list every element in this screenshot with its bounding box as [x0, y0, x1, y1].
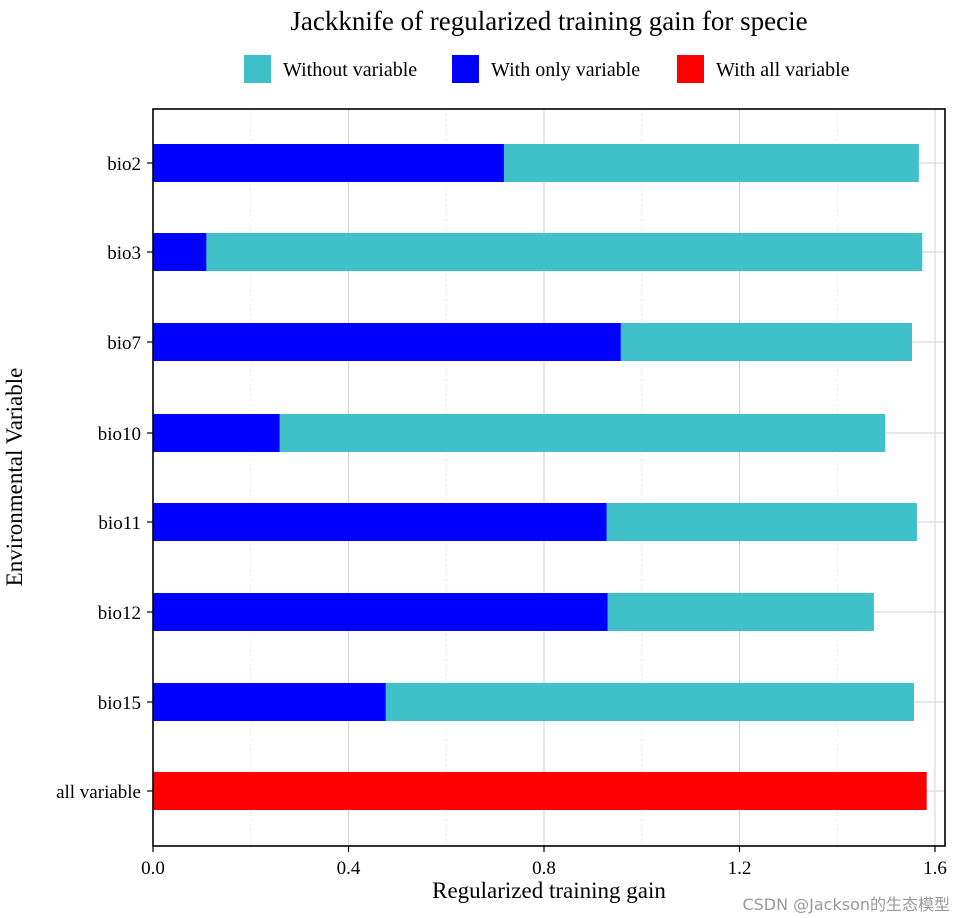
y-tick-label: all variable [56, 782, 141, 803]
y-tick-label: bio2 [107, 154, 141, 175]
x-tick-label: 0.8 [532, 858, 556, 879]
y-axis: bio2 bio3 bio7 bio10 bio11 bio12 bio15 all vari… [56, 154, 153, 803]
legend-swatch [677, 55, 704, 83]
y-tick-label: bio12 [98, 603, 141, 624]
bar-with-all-variable-all-variable [153, 772, 927, 810]
y-axis-title: Environmental Variable [2, 368, 27, 587]
legend-label: With all variable [716, 59, 850, 81]
x-tick-label: 0.4 [337, 858, 361, 879]
legend-label: Without variable [283, 59, 417, 81]
y-tick-label: bio15 [98, 693, 141, 714]
y-tick-label: bio3 [107, 243, 141, 264]
bar-with-only-variable-bio7 [153, 323, 621, 361]
plot-frame [152, 108, 946, 847]
bars [153, 144, 927, 810]
x-axis: 0.0 0.4 0.8 1.2 1.6 [141, 846, 947, 879]
bar-with-only-variable-bio11 [153, 503, 607, 541]
bar-with-only-variable-bio3 [153, 233, 207, 271]
y-tick-label: bio11 [98, 513, 141, 534]
y-tick-label: bio10 [98, 424, 141, 445]
x-tick-label: 1.6 [923, 858, 947, 879]
legend-swatch [244, 55, 271, 83]
bar-without-variable-bio3 [153, 233, 923, 271]
gridlines [152, 109, 945, 846]
x-axis-title: Regularized training gain [432, 878, 666, 903]
x-tick-label: 1.2 [728, 858, 752, 879]
bar-with-only-variable-bio12 [153, 593, 608, 631]
watermark: CSDN @Jackson的生态模型 [742, 895, 950, 914]
legend-label: With only variable [491, 59, 640, 81]
bar-with-only-variable-bio2 [153, 144, 504, 182]
x-tick-label: 0.0 [141, 858, 165, 879]
bar-with-only-variable-bio15 [153, 683, 386, 721]
chart-title: Jackknife of regularized training gain f… [290, 6, 807, 36]
y-tick-label: bio7 [107, 333, 141, 354]
legend: Without variable With only variable With a… [244, 55, 850, 83]
bar-with-only-variable-bio10 [153, 414, 280, 452]
legend-swatch [452, 55, 479, 83]
